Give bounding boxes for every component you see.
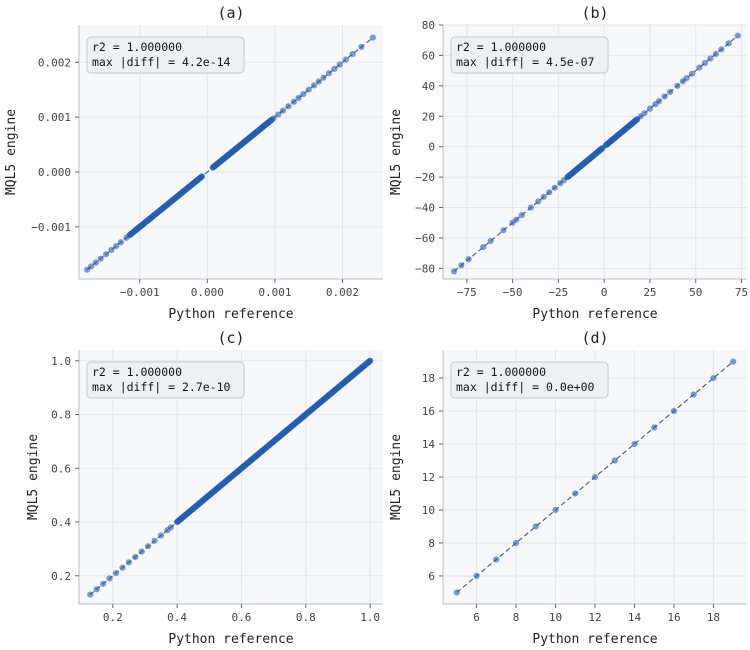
- annotation-line: max |diff| = 2.7e-10: [92, 380, 231, 394]
- scatter-points: [453, 358, 737, 596]
- identity-line: [86, 37, 374, 271]
- subplot-d: 6 8 10 12 14 16 18 6 8 10 12 14 16 18 r2 = 1.000000max…: [389, 329, 747, 647]
- annotation-box: [450, 361, 609, 399]
- annotation-line: r2 = 1.000000: [456, 40, 546, 54]
- x-axis-label: Python reference: [532, 632, 657, 647]
- x-tick-label: 1.0: [360, 611, 380, 624]
- y-tick-label: 14: [422, 438, 436, 451]
- x-tick-label: 0: [601, 286, 608, 299]
- x-tick-label: 75: [735, 286, 748, 299]
- y-axis-label: MQL5 engine: [389, 109, 404, 195]
- identity-line: [453, 35, 739, 272]
- scatter-points: [87, 357, 374, 598]
- subplot-a: −0.001 0.000 0.001 0.002 −0.001 0.000 0.001 0.0…: [4, 4, 383, 322]
- x-tick-label: −50: [503, 286, 523, 299]
- x-tick-label: 8: [513, 611, 520, 624]
- x-tick-label: −25: [548, 286, 568, 299]
- x-tick-label: 0.8: [296, 611, 316, 624]
- annotation-line: r2 = 1.000000: [92, 40, 182, 54]
- y-tick-label: 0.4: [51, 516, 71, 529]
- y-tick-label: 40: [422, 80, 435, 93]
- identity-line: [456, 361, 734, 593]
- y-tick-label: 60: [422, 49, 435, 62]
- y-tick-label: 12: [422, 471, 435, 484]
- x-tick-label: 0.4: [167, 611, 187, 624]
- x-tick-label: 0.001: [258, 286, 291, 299]
- y-tick-label: −20: [415, 171, 435, 184]
- x-tick-label: 12: [588, 611, 601, 624]
- x-tick-label: 10: [549, 611, 562, 624]
- annotation-box: [86, 361, 245, 399]
- y-tick-label: 6: [428, 570, 435, 583]
- subplot-c: 0.2 0.4 0.6 0.8 1.0 0.2 0.4 0.6 0.8 1.0 r2 = 1.000…: [26, 329, 383, 647]
- y-tick-label: 0.001: [38, 111, 71, 124]
- y-tick-label: 0.2: [51, 570, 71, 583]
- y-tick-label: −80: [415, 262, 435, 275]
- identity-line: [89, 360, 371, 596]
- y-tick-label: −0.001: [31, 221, 71, 234]
- x-axis-label: Python reference: [168, 307, 293, 322]
- y-tick-label: 16: [422, 405, 435, 418]
- annotation-box: [450, 36, 609, 74]
- y-tick-label: 8: [428, 537, 435, 550]
- x-tick-label: 0.002: [326, 286, 359, 299]
- y-axis-label: MQL5 engine: [26, 434, 41, 520]
- subplot-title: (c): [217, 329, 244, 347]
- y-tick-label: 18: [422, 372, 435, 385]
- scatter-points: [450, 32, 741, 275]
- scatter-points: [84, 34, 376, 273]
- y-tick-label: 0.000: [38, 166, 71, 179]
- y-tick-label: 0: [428, 141, 435, 154]
- annotation-line: max |diff| = 4.2e-14: [92, 55, 231, 69]
- y-tick-label: 0.002: [38, 56, 71, 69]
- x-axis-label: Python reference: [532, 307, 657, 322]
- x-tick-label: −0.001: [120, 286, 160, 299]
- y-tick-label: −40: [415, 202, 435, 215]
- x-tick-label: 18: [707, 611, 720, 624]
- annotation-line: max |diff| = 4.5e-07: [456, 55, 595, 69]
- y-axis-label: MQL5 engine: [4, 109, 19, 195]
- x-axis-label: Python reference: [168, 632, 293, 647]
- y-tick-label: −60: [415, 232, 435, 245]
- data-point: [730, 358, 737, 365]
- x-tick-label: 14: [628, 611, 642, 624]
- subplot-title: (d): [581, 329, 608, 347]
- y-tick-label: 1.0: [51, 355, 71, 368]
- x-tick-label: 16: [667, 611, 680, 624]
- y-axis-label: MQL5 engine: [389, 434, 404, 520]
- x-tick-label: −75: [457, 286, 477, 299]
- annotation-line: max |diff| = 0.0e+00: [456, 380, 595, 394]
- x-tick-label: 0.2: [103, 611, 123, 624]
- annotation-line: r2 = 1.000000: [456, 365, 546, 379]
- subplot-title: (a): [217, 4, 244, 22]
- x-tick-label: 0.000: [191, 286, 224, 299]
- annotation-box: [86, 36, 245, 74]
- subplot-title: (b): [581, 4, 608, 22]
- x-tick-label: 25: [643, 286, 656, 299]
- subplot-b: −75 −50 −25 0 25 50 75 −80 −60 −40 −20 0 20 40 60 80 r2 …: [389, 4, 748, 322]
- x-tick-label: 50: [689, 286, 702, 299]
- y-tick-label: 0.6: [51, 462, 71, 475]
- x-tick-label: 6: [473, 611, 480, 624]
- x-tick-label: 0.6: [232, 611, 252, 624]
- annotation-line: r2 = 1.000000: [92, 365, 182, 379]
- y-tick-label: 80: [422, 19, 435, 32]
- y-tick-label: 0.8: [51, 409, 71, 422]
- y-tick-label: 10: [422, 504, 435, 517]
- y-tick-label: 20: [422, 110, 435, 123]
